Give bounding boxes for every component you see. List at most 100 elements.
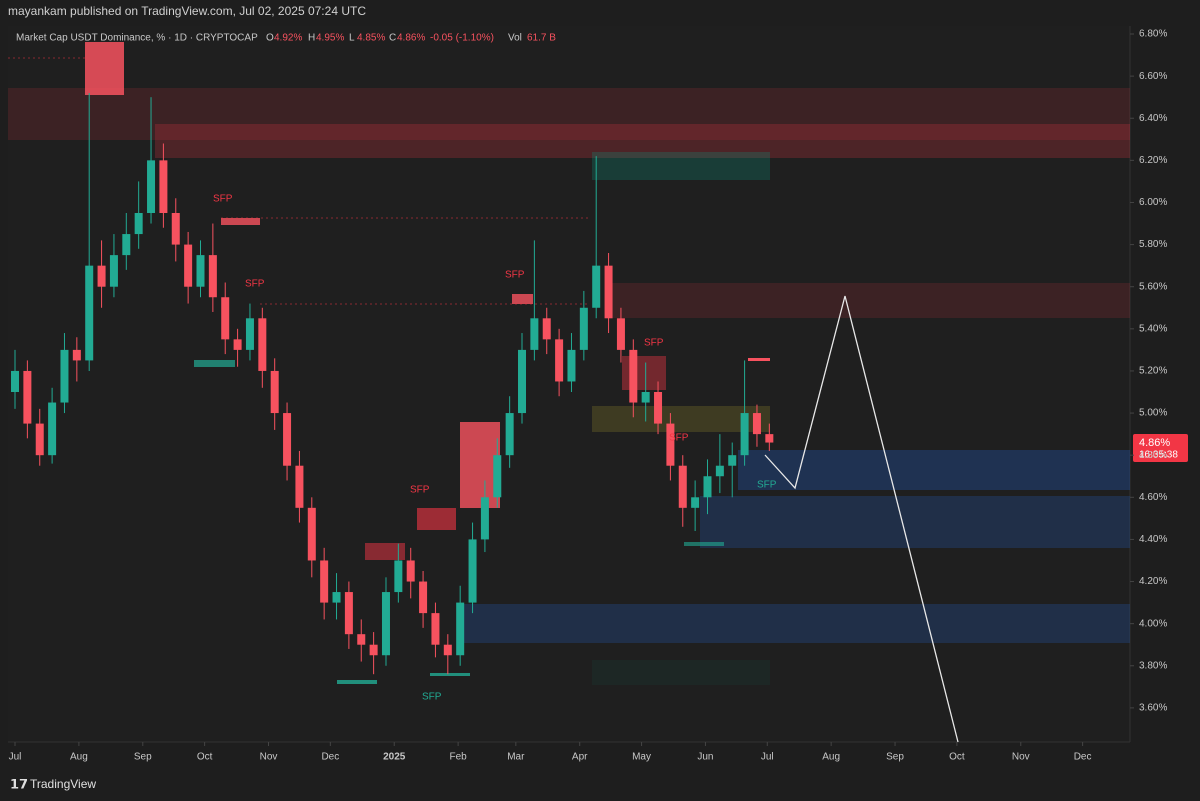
legend-value: 4.92% xyxy=(274,33,302,44)
legend-key: Vol xyxy=(508,33,522,44)
candle-body xyxy=(542,318,551,340)
x-tick-label: Nov xyxy=(260,752,278,763)
sfp-label: SFP xyxy=(410,485,430,496)
zone xyxy=(592,660,770,685)
candle-body xyxy=(196,255,205,287)
candle-body xyxy=(307,507,316,561)
candle-body xyxy=(616,318,625,350)
sfp-label: SFP xyxy=(245,279,265,290)
symbol: Market Cap USDT Dominance, % · 1D · CRYP… xyxy=(16,33,258,44)
x-tick-label: Oct xyxy=(949,752,965,763)
legend-key: O xyxy=(266,33,274,44)
x-tick-label: Apr xyxy=(572,752,588,763)
candle-body xyxy=(245,318,254,350)
legend-value: 4.85% xyxy=(357,33,385,44)
candle-body xyxy=(604,265,613,319)
candle-body xyxy=(283,413,292,466)
x-tick-label: Nov xyxy=(1012,752,1030,763)
candle-body xyxy=(654,392,663,424)
candle-body xyxy=(72,349,81,361)
candle-body xyxy=(555,339,564,382)
candle-body xyxy=(147,160,156,214)
candle-body xyxy=(295,465,304,508)
y-tick-label: 4.80% xyxy=(1139,450,1167,461)
y-tick-label: 4.20% xyxy=(1139,576,1167,587)
zone xyxy=(738,450,1130,490)
candle-body xyxy=(171,213,180,245)
zone xyxy=(512,294,533,304)
candle-body xyxy=(567,349,576,382)
y-tick-label: 6.40% xyxy=(1139,113,1167,124)
y-tick-label: 5.80% xyxy=(1139,239,1167,250)
zone xyxy=(194,360,235,367)
legend-key: L xyxy=(349,33,355,44)
zone xyxy=(700,496,1130,548)
candle-body xyxy=(381,592,390,656)
candle-body xyxy=(97,265,106,287)
zone xyxy=(458,604,1130,643)
y-tick-label: 6.80% xyxy=(1139,29,1167,40)
candle-body xyxy=(48,402,57,456)
candle-body xyxy=(122,234,131,256)
candle-body xyxy=(344,592,353,635)
zone xyxy=(430,673,470,676)
y-tick-label: 6.20% xyxy=(1139,155,1167,166)
candle-body xyxy=(11,370,20,393)
plot-area xyxy=(8,26,1130,742)
sfp-label: SFP xyxy=(505,270,525,281)
candle-body xyxy=(184,244,193,287)
candle-body xyxy=(752,413,761,435)
candle-body xyxy=(579,307,588,350)
x-tick-label: Aug xyxy=(822,752,840,763)
logo-mark: 𝟭𝟳 xyxy=(10,776,28,791)
candle-body xyxy=(258,318,267,371)
y-tick-label: 5.20% xyxy=(1139,366,1167,377)
candle-body xyxy=(35,423,44,456)
y-tick-label: 5.00% xyxy=(1139,408,1167,419)
candle-body xyxy=(691,497,700,508)
x-tick-label: May xyxy=(632,752,651,763)
candle-body xyxy=(505,413,514,456)
publisher: mayankam published on TradingView.com, J… xyxy=(8,4,366,18)
candle-body xyxy=(480,497,489,540)
legend-key: C xyxy=(389,33,396,44)
candle-body xyxy=(765,434,774,443)
candle-body xyxy=(592,265,601,308)
zone xyxy=(337,680,377,684)
zone xyxy=(748,358,770,361)
zone xyxy=(85,42,124,95)
projection-path xyxy=(764,295,959,743)
zone xyxy=(365,543,405,560)
candle-body xyxy=(320,560,329,603)
y-tick-label: 6.60% xyxy=(1139,71,1167,82)
x-tick-label: Feb xyxy=(450,752,468,763)
candle-body xyxy=(270,370,279,414)
candle-body xyxy=(369,644,378,656)
candle-body xyxy=(159,160,168,214)
candle-body xyxy=(518,349,527,414)
x-tick-label: Sep xyxy=(886,752,904,763)
price-tag-value: 4.86% xyxy=(1139,437,1170,449)
candles xyxy=(11,92,774,675)
x-tick-label: Oct xyxy=(197,752,213,763)
x-tick-label: Dec xyxy=(321,752,339,763)
y-tick-label: 3.60% xyxy=(1139,703,1167,714)
candle-body xyxy=(431,613,440,645)
legend-value: 61.7 B xyxy=(527,33,556,44)
candle-body xyxy=(60,349,69,403)
candle-body xyxy=(85,265,94,361)
candle-body xyxy=(208,255,217,298)
zone xyxy=(610,283,1130,318)
sfp-label: SFP xyxy=(757,480,777,491)
candle-body xyxy=(629,349,638,403)
zone xyxy=(8,88,1130,140)
candle-body xyxy=(468,539,477,603)
brand[interactable]: TradingView xyxy=(30,777,96,791)
y-tick-label: 3.80% xyxy=(1139,660,1167,671)
zone xyxy=(592,152,770,180)
candle-body xyxy=(332,592,341,603)
y-tick-label: 4.40% xyxy=(1139,534,1167,545)
candle-body xyxy=(109,255,118,287)
